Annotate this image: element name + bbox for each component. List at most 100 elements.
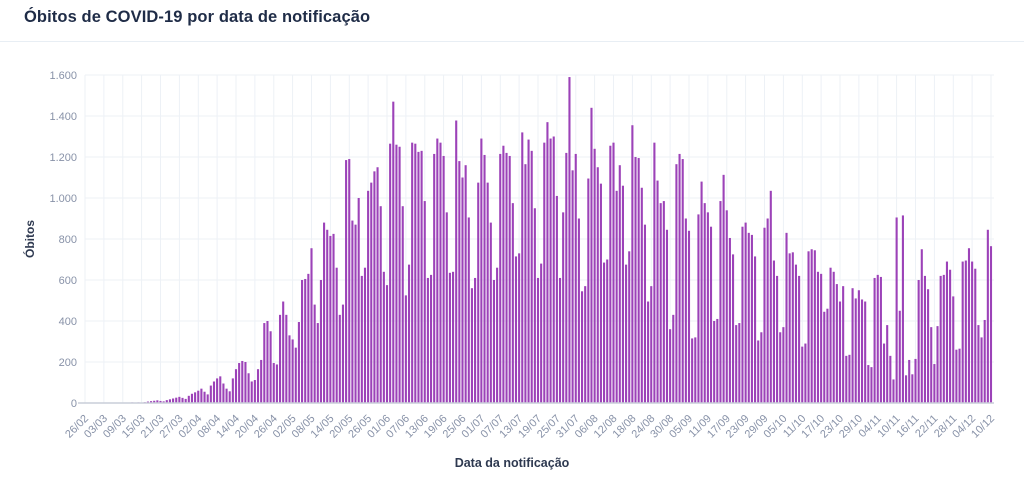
bar[interactable] [499, 153, 502, 403]
bar[interactable] [694, 337, 697, 403]
bar[interactable] [288, 335, 291, 403]
bar[interactable] [294, 347, 297, 403]
bar[interactable] [313, 304, 316, 403]
bar[interactable] [153, 400, 156, 403]
bar[interactable] [662, 201, 665, 403]
bar[interactable] [574, 153, 577, 403]
bar[interactable] [467, 217, 470, 403]
bar[interactable] [496, 267, 499, 403]
bar[interactable] [794, 264, 798, 404]
bar[interactable] [231, 378, 234, 403]
bar[interactable] [706, 212, 709, 403]
bar[interactable] [543, 142, 546, 403]
bar[interactable] [983, 319, 986, 403]
bar[interactable] [731, 254, 735, 404]
bar[interactable] [256, 369, 260, 403]
bar[interactable] [719, 201, 722, 403]
bar[interactable] [505, 152, 508, 403]
bar[interactable] [986, 229, 989, 403]
bar[interactable] [901, 215, 904, 403]
bar[interactable] [964, 260, 967, 403]
bar[interactable] [895, 217, 898, 403]
bar[interactable] [351, 220, 354, 403]
bar[interactable] [697, 214, 700, 403]
bar[interactable] [967, 248, 971, 403]
bar[interactable] [882, 343, 886, 403]
bar[interactable] [474, 277, 477, 403]
bar[interactable] [669, 329, 672, 403]
bar[interactable] [851, 288, 854, 403]
bar[interactable] [301, 280, 304, 403]
bar[interactable] [555, 195, 558, 403]
bar[interactable] [455, 120, 458, 403]
bar[interactable] [332, 233, 335, 404]
bar[interactable] [518, 253, 521, 403]
bar[interactable] [420, 150, 423, 403]
bar[interactable] [263, 323, 266, 403]
bar[interactable] [244, 362, 247, 403]
bar[interactable] [958, 348, 961, 403]
bar[interactable] [634, 157, 637, 403]
bar[interactable] [590, 107, 593, 404]
bar[interactable] [625, 264, 628, 404]
bar[interactable] [876, 274, 879, 404]
bar[interactable] [857, 290, 860, 403]
bar[interactable] [952, 296, 955, 403]
bar[interactable] [923, 275, 926, 403]
bar[interactable] [587, 178, 590, 403]
bar[interactable] [860, 299, 864, 403]
bar[interactable] [253, 380, 256, 403]
bar[interactable] [565, 152, 568, 403]
bar[interactable] [389, 143, 392, 403]
bar[interactable] [150, 401, 153, 403]
bar[interactable] [643, 224, 647, 403]
bar[interactable] [684, 218, 687, 404]
bar[interactable] [681, 159, 684, 403]
bar[interactable] [750, 234, 753, 403]
bar[interactable] [873, 277, 876, 403]
bar[interactable] [521, 132, 524, 403]
bar[interactable] [225, 388, 228, 403]
bar[interactable] [404, 295, 407, 404]
bar[interactable] [826, 308, 829, 403]
bar[interactable] [577, 218, 580, 404]
bar[interactable] [892, 379, 895, 403]
bar[interactable] [813, 250, 816, 403]
bar[interactable] [407, 264, 411, 404]
bar[interactable] [524, 164, 527, 403]
bar[interactable] [647, 301, 650, 403]
bar[interactable] [974, 268, 977, 403]
bar[interactable] [917, 280, 920, 403]
bar[interactable] [558, 277, 562, 403]
bar[interactable] [172, 398, 175, 403]
bar[interactable] [241, 360, 244, 403]
bar[interactable] [738, 323, 741, 403]
bar[interactable] [612, 142, 615, 403]
bar[interactable] [552, 136, 555, 404]
bar[interactable] [568, 77, 571, 404]
bar[interactable] [603, 262, 606, 403]
bar[interactable] [348, 159, 351, 403]
bar[interactable] [703, 203, 706, 404]
bar[interactable] [989, 246, 993, 403]
bar[interactable] [939, 275, 942, 403]
bar[interactable] [650, 286, 653, 403]
bar[interactable] [536, 277, 540, 403]
bar[interactable] [823, 311, 826, 403]
bar[interactable] [323, 222, 326, 403]
bar[interactable] [411, 142, 414, 403]
bar[interactable] [933, 364, 936, 403]
bar[interactable] [735, 325, 738, 403]
bar[interactable] [278, 314, 282, 403]
bar[interactable] [385, 285, 389, 404]
bar[interactable] [212, 381, 216, 403]
bar[interactable] [637, 158, 640, 403]
bar[interactable] [835, 284, 838, 403]
bar[interactable] [219, 376, 222, 403]
bar[interactable] [162, 401, 165, 403]
bar[interactable] [804, 343, 807, 403]
bar[interactable] [190, 393, 194, 403]
bar[interactable] [782, 327, 785, 403]
bar[interactable] [417, 151, 420, 404]
bar[interactable] [511, 203, 514, 404]
